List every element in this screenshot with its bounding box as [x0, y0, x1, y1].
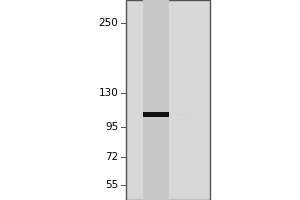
Text: 55: 55 — [105, 180, 119, 190]
Text: 130: 130 — [99, 88, 118, 98]
Bar — [142, 112, 170, 117]
Bar — [126, 0, 210, 200]
Bar — [142, 0, 170, 200]
Text: 72: 72 — [105, 152, 119, 162]
Text: 95: 95 — [105, 122, 119, 132]
Text: 250: 250 — [99, 18, 118, 28]
